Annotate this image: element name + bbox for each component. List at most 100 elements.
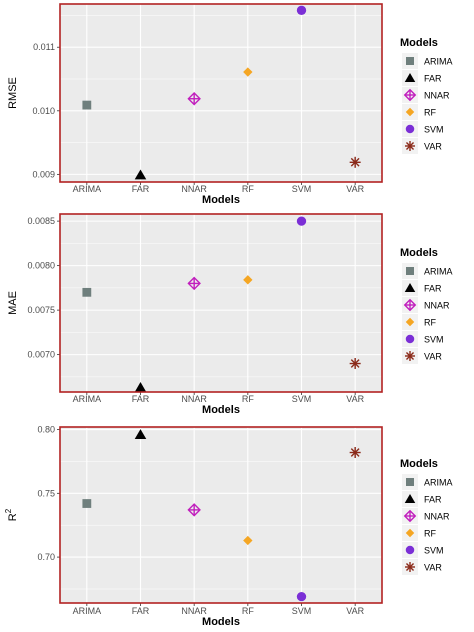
x-tick-label: ARIMA	[73, 184, 102, 194]
data-point-nnar	[187, 503, 201, 517]
x-tick-label: VAR	[346, 184, 364, 194]
legend: Models ARIMA FAR NNAR RF SVM VAR	[400, 37, 453, 154]
legend-title: Models	[400, 458, 438, 470]
legend-item-var: VAR	[402, 559, 442, 575]
legend-item-nnar: NNAR	[402, 297, 450, 313]
y-axis-title-text: R	[7, 513, 19, 521]
legend-label: SVM	[424, 335, 444, 345]
y-tick-label: 0.009	[32, 169, 55, 179]
panel-border	[59, 213, 383, 393]
y-axis-title: MAE	[7, 291, 19, 315]
x-tick-label: FAR	[132, 606, 150, 616]
legend-item-rf: RF	[402, 104, 436, 120]
x-axis-title: Models	[202, 194, 240, 206]
data-point-svm	[296, 5, 307, 16]
legend-item-svm: SVM	[402, 331, 444, 347]
legend-label: ARIMA	[424, 267, 453, 277]
x-tick-label: VAR	[346, 606, 364, 616]
legend-label: VAR	[424, 563, 442, 573]
data-point-svm	[296, 216, 307, 226]
x-tick-label: RF	[242, 184, 254, 194]
legend-label: SVM	[424, 546, 444, 556]
data-point-far	[134, 382, 147, 392]
y-tick-label: 0.70	[37, 552, 55, 562]
y-tick-label: 0.0080	[27, 261, 55, 271]
x-tick-label: FAR	[132, 394, 150, 404]
y-tick-label: 0.011	[33, 42, 55, 52]
legend-item-var: VAR	[402, 348, 442, 364]
panel-border	[59, 426, 383, 604]
x-tick-label: ARIMA	[73, 394, 102, 404]
y-axis-title-text: RMSE	[7, 77, 19, 109]
x-tick-label: SVM	[292, 184, 312, 194]
legend-label: NNAR	[424, 301, 450, 311]
legend-item-far: FAR	[402, 70, 442, 86]
legend: Models ARIMA FAR NNAR RF SVM VAR	[400, 247, 453, 364]
legend-label: VAR	[424, 142, 442, 152]
data-point-arima	[82, 499, 92, 508]
y-axis-title-superscript: 2	[4, 508, 13, 513]
y-tick-label: 0.010	[32, 106, 55, 116]
data-point-var	[349, 358, 361, 370]
legend-label: RF	[424, 529, 436, 539]
y-axis-title: R2	[4, 508, 19, 521]
panel-mae: 0.0070 0.0075 0.0080 0.0085 ARIMA FAR NNAR RF SV…	[7, 213, 453, 416]
data-point-nnar	[187, 276, 201, 291]
legend: Models ARIMA FAR NNAR RF SVM VAR	[400, 458, 453, 575]
legend-label: ARIMA	[424, 57, 453, 67]
legend-label: FAR	[424, 74, 442, 84]
plot-background	[60, 214, 382, 392]
x-tick-label: NNAR	[181, 394, 207, 404]
legend-label: SVM	[424, 125, 444, 135]
legend-label: RF	[424, 108, 436, 118]
legend-label: VAR	[424, 352, 442, 362]
legend-item-svm: SVM	[402, 121, 444, 137]
data-point-arima	[82, 100, 92, 110]
legend-label: FAR	[424, 284, 442, 294]
legend-item-var: VAR	[402, 138, 442, 154]
legend-item-svm: SVM	[402, 542, 444, 558]
data-point-rf	[243, 535, 253, 546]
data-point-far	[134, 169, 147, 180]
x-tick-label: NNAR	[181, 184, 207, 194]
y-axis-title: RMSE	[7, 77, 19, 109]
legend-item-far: FAR	[402, 491, 442, 507]
x-axis-title: Models	[202, 404, 240, 416]
y-tick-label: 0.0085	[27, 216, 55, 226]
y-tick-label: 0.75	[37, 488, 55, 498]
data-point-far	[134, 429, 147, 440]
legend-label: RF	[424, 318, 436, 328]
legend-item-arima: ARIMA	[402, 53, 453, 69]
legend-item-nnar: NNAR	[402, 508, 450, 524]
data-point-rf	[243, 275, 253, 285]
legend-item-nnar: NNAR	[402, 87, 450, 103]
x-tick-label: FAR	[132, 184, 150, 194]
legend-title: Models	[400, 247, 438, 259]
legend-item-arima: ARIMA	[402, 263, 453, 279]
data-point-var	[349, 447, 361, 459]
x-tick-label: SVM	[292, 394, 312, 404]
legend-item-arima: ARIMA	[402, 474, 453, 490]
panel-border	[59, 3, 383, 183]
y-tick-label: 0.0070	[27, 350, 55, 360]
legend-item-rf: RF	[402, 525, 436, 541]
plot-background	[60, 4, 382, 182]
x-tick-label: RF	[242, 394, 254, 404]
legend-title: Models	[400, 37, 438, 49]
legend-label: ARIMA	[424, 478, 453, 488]
data-point-rf	[243, 67, 253, 77]
plot-background	[60, 427, 382, 603]
legend-label: FAR	[424, 495, 442, 505]
x-tick-label: ARIMA	[73, 606, 102, 616]
legend-item-far: FAR	[402, 280, 442, 296]
y-axis-title-text: MAE	[7, 291, 19, 315]
legend-item-rf: RF	[402, 314, 436, 330]
data-point-svm	[296, 591, 307, 602]
y-tick-label: 0.0075	[27, 305, 55, 315]
x-tick-label: RF	[242, 606, 254, 616]
x-tick-label: NNAR	[181, 606, 207, 616]
legend-label: NNAR	[424, 91, 450, 101]
legend-label: NNAR	[424, 512, 450, 522]
